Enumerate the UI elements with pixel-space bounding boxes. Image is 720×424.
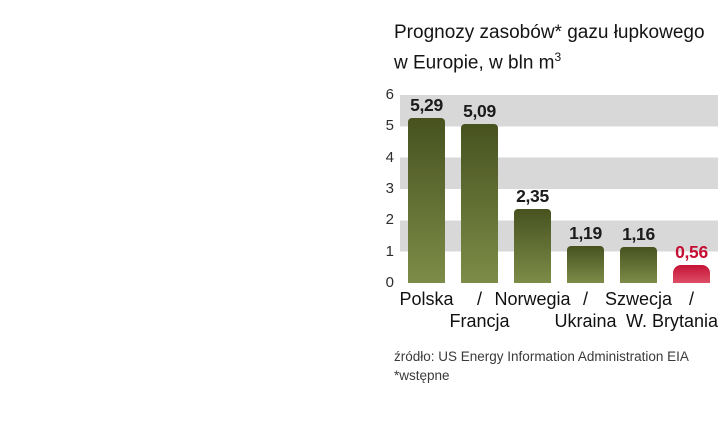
bar-value-label: 1,19 <box>569 222 602 243</box>
bar-column: 5,09 <box>453 95 506 283</box>
bar-column: 5,29 <box>400 95 453 283</box>
y-tick-label: 5 <box>385 117 394 135</box>
source-line2: *wstępne <box>394 368 450 383</box>
bar-column: 1,16 <box>612 95 665 283</box>
x-axis-separator: / <box>476 289 483 309</box>
bar-value-label: 0,56 <box>675 242 708 263</box>
x-axis-separator: / <box>688 289 695 309</box>
y-tick-label: 3 <box>385 180 394 197</box>
chart-title-line1: Prognozy zasobów* gazu łupkowego <box>394 22 705 43</box>
chart-title-line2: w Europie, w bln m3 <box>394 45 705 75</box>
y-tick-label: 4 <box>385 148 394 166</box>
bar-value-label: 5,29 <box>410 95 443 115</box>
bar-value-label: 1,16 <box>622 223 655 244</box>
superscript-3: 3 <box>554 50 562 64</box>
bar-value-label: 5,09 <box>463 100 496 121</box>
source-note: źródło: US Energy Information Administra… <box>394 347 689 385</box>
y-tick-label: 6 <box>385 86 394 103</box>
bar <box>514 209 551 283</box>
x-axis: Polska Francja Norwegia Ukraina Szwecja W. Br… <box>399 289 718 335</box>
x-axis-label: Francja <box>449 311 510 331</box>
x-axis-label: Ukraina <box>554 311 617 331</box>
bar-column: 1,19 <box>559 95 612 283</box>
source-line1: źródło: US Energy Information Administra… <box>394 349 689 364</box>
y-tick-label: 1 <box>385 242 394 260</box>
x-axis-label: Polska <box>399 289 454 309</box>
bar-column: 0,56 <box>665 95 718 283</box>
y-tick-label: 0 <box>385 274 394 291</box>
bars: 5,29 5,09 2,35 1,19 1,16 0,56 <box>400 95 718 283</box>
bar-column: 2,35 <box>506 95 559 283</box>
bar <box>620 246 657 283</box>
x-axis-label: Szwecja <box>604 289 673 309</box>
bar <box>461 123 498 283</box>
bar <box>567 245 604 283</box>
plot-area: 5,29 5,09 2,35 1,19 1,16 0,56 <box>400 95 718 283</box>
bar <box>673 265 710 283</box>
y-axis: 6 5 4 3 2 1 0 <box>368 86 394 291</box>
x-axis-separator: / <box>582 289 589 309</box>
x-axis-label: W. Brytania <box>625 311 718 331</box>
bar <box>408 118 445 283</box>
chart-title: Prognozy zasobów* gazu łupkowego w Europ… <box>394 20 705 75</box>
y-tick-label: 2 <box>385 211 394 229</box>
chart-title-line2-text: w Europie, w bln m <box>394 52 555 74</box>
bar-value-label: 2,35 <box>516 186 549 207</box>
x-axis-label: Norwegia <box>494 289 571 309</box>
